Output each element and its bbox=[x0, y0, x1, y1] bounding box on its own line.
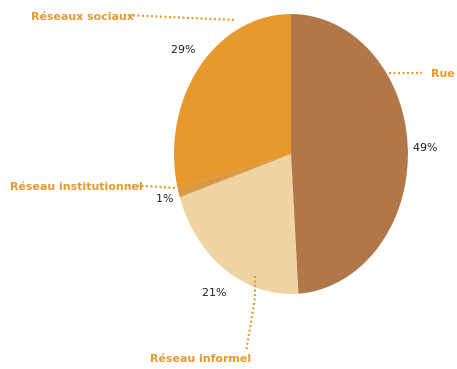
slice-value-rue: 49% bbox=[413, 141, 437, 154]
pie-slice-rue bbox=[291, 14, 408, 294]
pie-slice-reseau-informel bbox=[179, 154, 299, 294]
leader-line-reseau-informel bbox=[244, 276, 257, 353]
pie-slices bbox=[174, 14, 408, 294]
pie-slice-reseaux-sociaux bbox=[174, 14, 291, 189]
leader-line-reseau-institutionnel bbox=[127, 183, 177, 190]
slice-label-reseau-institutionnel: Réseau institutionnel bbox=[10, 180, 143, 193]
slice-value-reseau-institutionnel: 1% bbox=[156, 192, 173, 205]
slice-label-rue: Rue bbox=[431, 67, 455, 80]
slice-value-reseau-informel: 21% bbox=[202, 286, 226, 299]
slice-value-reseaux-sociaux: 29% bbox=[171, 43, 195, 56]
slice-label-reseau-informel: Réseau informel bbox=[150, 352, 251, 365]
leader-line-reseaux-sociaux bbox=[123, 13, 237, 22]
pie-slice-reseau-institutionnel bbox=[177, 154, 291, 198]
slice-label-reseaux-sociaux: Réseaux sociaux bbox=[31, 10, 134, 23]
